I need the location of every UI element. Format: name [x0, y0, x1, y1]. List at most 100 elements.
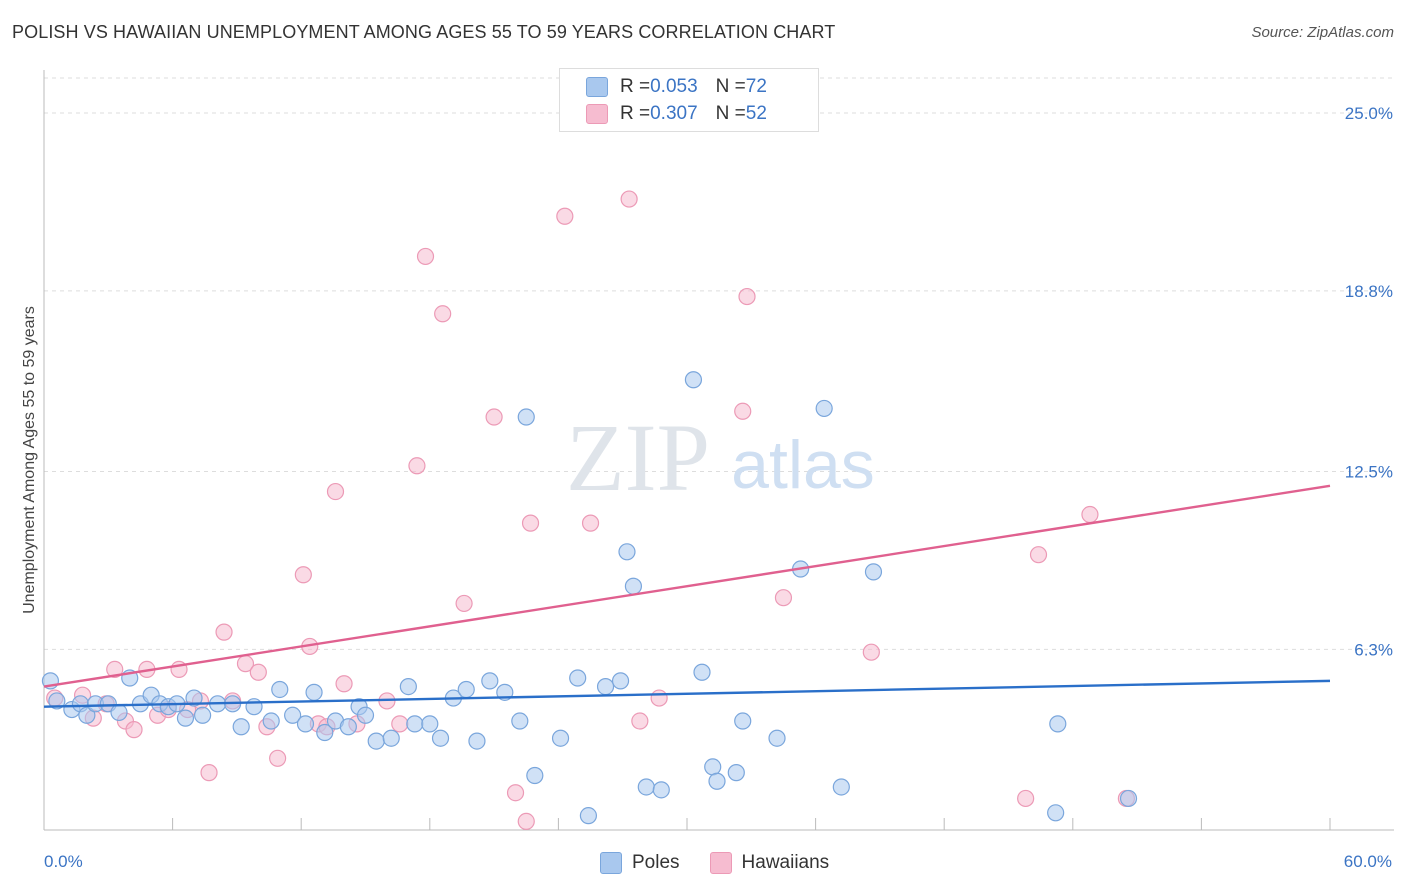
- hawaiians-point: [1029, 546, 1048, 564]
- n-label: N =: [715, 103, 746, 124]
- poles-swatch: [586, 77, 608, 97]
- poles-point: [406, 715, 424, 733]
- hawaiians-point: [1081, 505, 1099, 524]
- legend-item-poles[interactable]: Poles: [600, 852, 680, 874]
- poles-point: [1119, 789, 1138, 808]
- poles-point: [262, 712, 280, 730]
- chart-title: POLISH VS HAWAIIAN UNEMPLOYMENT AMONG AG…: [12, 22, 836, 42]
- hawaiians-point: [506, 784, 525, 802]
- source-label: Source: ZipAtlas.com: [1251, 24, 1394, 41]
- x-axis-min-label: 0.0%: [44, 852, 83, 871]
- poles-point: [551, 729, 570, 747]
- poles-point: [727, 764, 745, 782]
- series-legend: Poles Hawaiians: [600, 852, 859, 874]
- hawaiians-point: [556, 207, 574, 225]
- poles-point: [579, 807, 598, 825]
- poles-point: [693, 663, 711, 681]
- watermark: ZIP atlas: [566, 404, 875, 511]
- hawaiians-point: [326, 482, 345, 501]
- poles-point: [316, 723, 334, 742]
- data-points: [41, 190, 1138, 830]
- y-tick-label: 12.5%: [1345, 463, 1393, 482]
- axes: [43, 70, 1394, 831]
- poles-point: [618, 543, 636, 561]
- poles-point: [864, 563, 883, 581]
- hawaiians-point: [391, 715, 409, 733]
- legend-label-hawaiians: Hawaiians: [741, 852, 830, 873]
- poles-point: [652, 781, 670, 799]
- poles-point: [481, 672, 499, 690]
- hawaiians-point: [734, 402, 752, 420]
- hawaiians-point: [294, 566, 312, 584]
- hawaiians-point: [485, 408, 503, 426]
- poles-point: [232, 718, 250, 736]
- poles-point: [734, 712, 752, 730]
- poles-point: [768, 729, 786, 747]
- poles-point: [78, 706, 96, 724]
- poles-point: [704, 758, 722, 776]
- r-label: R =: [620, 103, 651, 124]
- hawaiians-point: [269, 749, 287, 767]
- poles-point: [611, 672, 630, 690]
- hawaiians-point: [738, 287, 756, 306]
- poles-swatch: [600, 852, 622, 874]
- hawaiians-point: [862, 643, 880, 661]
- trend-lines: [43, 484, 1331, 708]
- r-value: 0.053: [650, 76, 698, 97]
- n-value: 72: [745, 76, 767, 97]
- hawaiians-point: [335, 675, 353, 693]
- legend-row-poles: R = 0.053 N = 72: [586, 74, 767, 100]
- hawaiians-point: [1017, 789, 1035, 808]
- poles-point: [271, 680, 289, 699]
- n-label: N =: [715, 76, 746, 97]
- hawaiians-point: [521, 514, 540, 532]
- poles-point: [367, 732, 385, 750]
- poles-point: [194, 706, 212, 724]
- poles-point: [185, 689, 203, 707]
- legend-row-hawaiians: R = 0.307 N = 52: [586, 101, 767, 127]
- legend-item-hawaiians[interactable]: Hawaiians: [709, 852, 830, 874]
- poles-point: [1047, 804, 1065, 822]
- poles-point: [48, 692, 66, 710]
- poles-point: [832, 778, 850, 796]
- poles-point: [637, 778, 655, 796]
- hawaiians-point: [125, 721, 143, 739]
- y-tick-label: 18.8%: [1345, 282, 1393, 301]
- poles-point: [110, 703, 128, 722]
- poles-point: [296, 715, 315, 733]
- hawaiians-point: [416, 247, 435, 266]
- r-label: R =: [620, 76, 651, 97]
- poles-point: [468, 732, 486, 750]
- poles-point: [1049, 715, 1067, 733]
- r-value: 0.307: [650, 103, 698, 124]
- poles-point: [284, 706, 302, 724]
- hawaiians-point: [106, 660, 124, 678]
- hawaiians-point: [650, 689, 668, 707]
- watermark-zip: ZIP: [566, 404, 710, 511]
- poles-point: [624, 577, 643, 595]
- y-tick-label: 25.0%: [1345, 104, 1393, 123]
- poles-point: [399, 678, 417, 696]
- hawaiians-point: [215, 623, 233, 641]
- legend-label-poles: Poles: [632, 852, 680, 873]
- x-axis-max-label: 60.0%: [1343, 852, 1392, 871]
- correlation-legend: R = 0.053 N = 72 R = 0.307 N = 52: [559, 68, 819, 132]
- poles-point: [596, 678, 615, 696]
- poles-point: [176, 709, 195, 727]
- poles-point: [421, 715, 439, 733]
- poles-point: [339, 718, 357, 736]
- watermark-atlas: atlas: [731, 427, 875, 503]
- poles-point: [569, 669, 587, 687]
- poles-point: [815, 399, 833, 418]
- hawaiians-swatch: [586, 104, 608, 124]
- hawaiians-point: [249, 663, 267, 681]
- poles-point: [431, 729, 450, 747]
- poles-point: [245, 698, 263, 716]
- hawaiians-point: [455, 594, 473, 613]
- hawaiians-point: [631, 712, 649, 730]
- poles-point: [526, 766, 544, 785]
- poles-point: [517, 408, 535, 426]
- y-tick-labels: 6.3% 12.5% 18.8% 25.0%: [1345, 104, 1393, 659]
- hawaiians-point: [620, 190, 638, 208]
